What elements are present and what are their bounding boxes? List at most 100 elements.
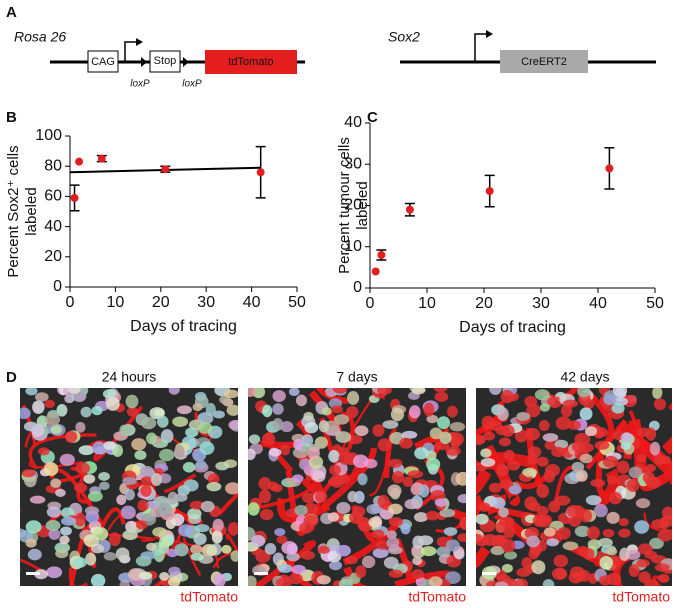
x-axis-label: Days of tracing xyxy=(459,319,566,336)
nucleus xyxy=(536,484,550,499)
nucleus xyxy=(499,479,514,490)
nucleus xyxy=(84,506,100,515)
nucleus xyxy=(401,430,418,439)
nucleus xyxy=(91,405,103,416)
nucleus xyxy=(388,569,404,579)
nucleus xyxy=(301,492,317,504)
nucleus xyxy=(490,546,505,556)
nucleus xyxy=(498,507,509,518)
nucleus xyxy=(501,538,516,553)
nucleus xyxy=(168,566,181,576)
nucleus xyxy=(546,538,559,547)
nucleus xyxy=(333,414,350,425)
nucleus xyxy=(602,455,619,468)
nucleus xyxy=(507,460,521,471)
nucleus xyxy=(503,449,515,461)
panel-label: A xyxy=(6,4,17,21)
x-tick-label: 20 xyxy=(152,294,170,311)
y-axis-label: Percent tumour cells xyxy=(336,137,353,274)
nucleus xyxy=(579,453,593,464)
nucleus xyxy=(654,563,670,572)
x-tick-label: 10 xyxy=(418,295,436,312)
nucleus xyxy=(388,458,403,468)
nucleus xyxy=(157,502,173,516)
nucleus xyxy=(251,534,266,547)
nucleus xyxy=(352,454,369,468)
image-title: 42 days xyxy=(560,369,609,385)
nucleus xyxy=(223,389,238,399)
red-process xyxy=(20,509,22,513)
nucleus xyxy=(59,453,75,466)
nucleus xyxy=(354,425,369,437)
nucleus xyxy=(329,560,343,571)
nucleus xyxy=(291,564,306,575)
nucleus xyxy=(176,405,192,415)
nucleus xyxy=(444,571,461,584)
nucleus xyxy=(102,389,117,399)
nucleus xyxy=(258,477,272,491)
nucleus xyxy=(593,503,608,518)
nucleus xyxy=(414,447,429,460)
nucleus xyxy=(280,421,294,433)
nucleus xyxy=(119,424,130,436)
red-process xyxy=(99,507,126,529)
nucleus xyxy=(140,551,157,560)
nucleus xyxy=(331,405,343,414)
nucleus xyxy=(386,530,397,540)
nucleus xyxy=(195,460,207,470)
nucleus xyxy=(490,421,503,432)
nucleus xyxy=(562,541,579,551)
x-tick-label: 0 xyxy=(366,295,375,312)
nucleus xyxy=(327,477,340,487)
nucleus xyxy=(292,447,309,459)
nucleus xyxy=(483,431,496,441)
nucleus xyxy=(72,391,87,403)
red-process xyxy=(164,473,197,494)
nucleus xyxy=(228,420,238,430)
red-process xyxy=(450,508,466,522)
nucleus xyxy=(332,388,348,394)
nucleus xyxy=(328,450,340,463)
nucleus xyxy=(159,572,170,581)
nucleus xyxy=(423,402,435,417)
nucleus xyxy=(525,427,540,441)
y-tick-label: 10 xyxy=(344,238,362,255)
nucleus xyxy=(368,516,382,528)
nucleus xyxy=(386,536,400,549)
nucleus xyxy=(75,462,90,475)
nucleus xyxy=(279,445,291,456)
nucleus xyxy=(536,505,549,516)
nucleus xyxy=(616,460,630,474)
nucleus xyxy=(566,505,582,518)
nucleus xyxy=(193,532,207,545)
nucleus xyxy=(599,556,614,570)
micrograph xyxy=(476,388,672,586)
nucleus xyxy=(555,416,572,430)
nucleus xyxy=(449,422,466,432)
nucleus xyxy=(531,560,546,575)
nucleus xyxy=(579,508,593,523)
nucleus xyxy=(638,571,651,584)
red-process xyxy=(315,388,349,405)
nucleus xyxy=(491,497,506,509)
arrowhead xyxy=(136,38,143,46)
nucleus xyxy=(495,521,507,533)
nucleus xyxy=(658,573,670,584)
nucleus xyxy=(539,403,551,412)
creert2-box xyxy=(500,50,588,73)
panel-label: B xyxy=(6,109,17,126)
nucleus xyxy=(377,438,392,452)
nucleus xyxy=(489,388,502,395)
nucleus xyxy=(152,527,167,537)
nucleus xyxy=(134,450,147,461)
nucleus xyxy=(439,508,456,518)
nucleus xyxy=(628,466,643,479)
nucleus xyxy=(455,471,466,486)
nucleus xyxy=(414,512,429,523)
y-axis-label: labeled xyxy=(23,187,40,235)
nucleus xyxy=(182,461,196,473)
nucleus xyxy=(75,421,86,433)
nucleus xyxy=(146,432,158,445)
nucleus xyxy=(516,411,530,421)
nucleus xyxy=(135,520,148,530)
